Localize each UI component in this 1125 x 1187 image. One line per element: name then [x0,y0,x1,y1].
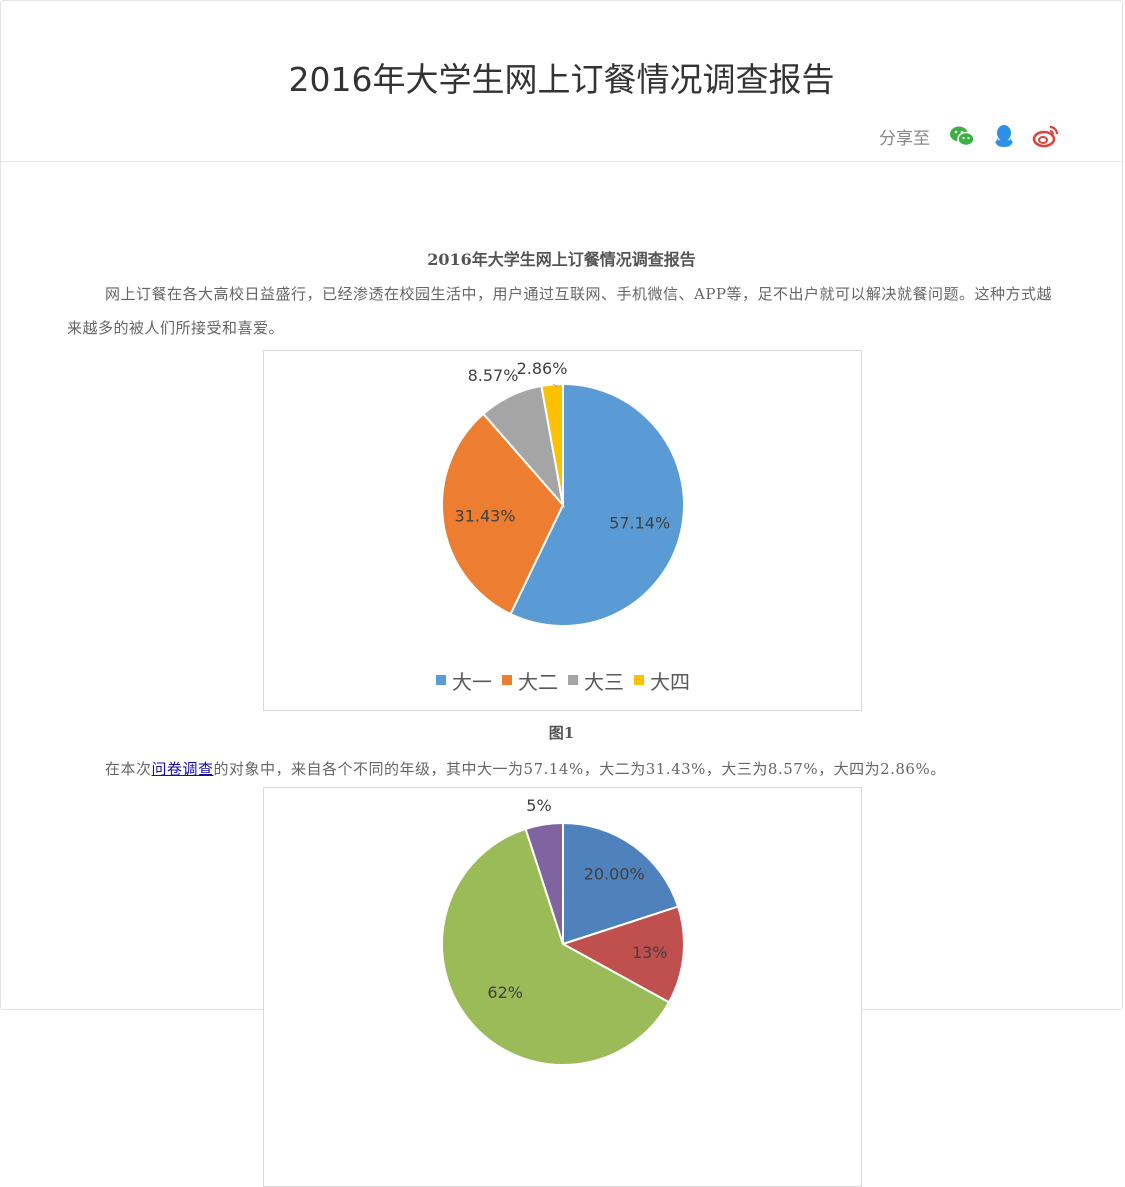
wechat-icon[interactable] [948,122,976,150]
pie1-label-2: 8.57% [468,366,519,385]
figure-caption: 图1 [548,724,575,742]
legend-swatch-2 [568,675,578,685]
legend-swatch-3 [634,675,644,685]
legend-swatch-1 [502,675,512,685]
survey-link[interactable]: 问卷调查 [151,760,214,778]
share-label: 分享至 [879,128,930,149]
second-pie-chart: 20.00% 13% 62% 5% [263,787,862,1187]
pie1-slice-1 [441,412,565,616]
pie2-slice-3 [524,821,564,945]
pie2-label-1: 13% [632,943,668,962]
pie2-slice-1 [560,905,685,1004]
pie2-slice-0 [562,821,680,946]
intro-paragraph: 网上订餐在各大高校日益盛行，已经渗透在校园生活中，用户通过互联网、手机微信、AP… [67,285,1053,337]
pie1-label-1: 31.43% [455,507,516,526]
pie1-label-3: 2.86% [517,359,568,378]
survey-paragraph: 在本次问卷调查的对象中，来自各个不同的年级，其中大一为57.14%，大二为31.… [67,752,1057,786]
pie2-label-0: 20.00% [584,865,645,884]
share-bar: 分享至 [879,121,1060,151]
grade-pie-svg: 57.14% 31.43% 8.57%2.86% 大一 大二 大三 大四 [436,359,690,694]
pie2-label-2: 62% [487,983,523,1002]
legend-swatch-0 [436,675,446,685]
pie2-label-3: 5% [526,796,551,815]
grade-pie-chart: 57.14% 31.43% 8.57% 2.86% 大一 大二 大三 大四 [263,350,862,711]
pie1-slice-3 [540,382,564,506]
legend-label-1: 大二 [518,670,558,694]
weibo-icon[interactable] [1032,122,1060,150]
pie1-leader-line [552,383,559,388]
legend-label-3: 大四 [650,670,690,694]
survey-text-before: 在本次 [105,760,152,778]
legend-label-0: 大一 [452,670,492,694]
page-header: 2016年大学生网上订餐情况调查报告 分享至 [1,1,1122,162]
qq-icon[interactable] [990,122,1018,150]
page-title: 2016年大学生网上订餐情况调查报告 [288,60,835,99]
survey-text-after: 的对象中，来自各个不同的年级，其中大一为57.14%，大二为31.43%，大三为… [213,760,946,778]
legend-label-2: 大三 [584,670,624,694]
article-title: 2016年大学生网上订餐情况调查报告 [427,250,696,269]
pie1-label-0: 57.14% [609,513,670,532]
second-pie-svg: 20.00% 13% 62% 5% [441,796,685,1066]
pie1-slice-0 [509,382,685,627]
